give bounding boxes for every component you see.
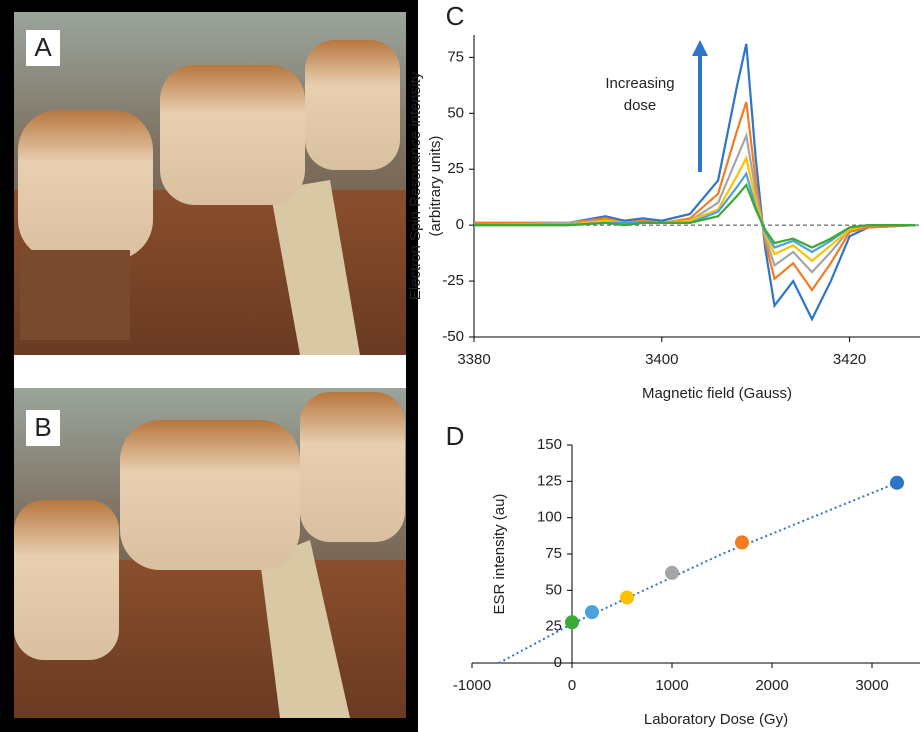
data-point bbox=[620, 590, 634, 605]
panel-label: B bbox=[34, 412, 51, 442]
x-axis-label: Magnetic field (Gauss) bbox=[642, 385, 792, 402]
x-tick-label: 3380 bbox=[457, 351, 490, 368]
dose-arrow-head bbox=[692, 40, 708, 56]
y-tick-label: 125 bbox=[537, 472, 562, 489]
y-tick-label: 150 bbox=[537, 436, 562, 453]
data-point bbox=[890, 475, 904, 490]
x-tick-label: 3400 bbox=[645, 351, 678, 368]
y-tick-label: 0 bbox=[456, 216, 464, 233]
photo-b bbox=[14, 388, 406, 718]
y-tick-label: 50 bbox=[447, 104, 464, 121]
data-point bbox=[665, 565, 679, 580]
y-tick-label: 25 bbox=[545, 618, 562, 635]
series-line bbox=[473, 131, 916, 274]
x-tick-label: 2000 bbox=[755, 677, 788, 694]
panel-label: A bbox=[34, 32, 52, 62]
data-point bbox=[735, 535, 749, 550]
data-point bbox=[565, 615, 579, 630]
y-tick-label: 25 bbox=[447, 160, 464, 177]
panel-label-box bbox=[26, 410, 60, 446]
x-tick-label: 0 bbox=[568, 677, 576, 694]
y-tick-label: -50 bbox=[442, 328, 464, 345]
annotation: dose bbox=[624, 97, 657, 114]
panel-label: D bbox=[446, 421, 465, 451]
y-tick-label: 50 bbox=[545, 581, 562, 598]
series-line bbox=[474, 101, 916, 292]
panel-label: C bbox=[446, 1, 465, 31]
photo-gap bbox=[14, 355, 406, 388]
data-point bbox=[585, 605, 599, 620]
y-axis-label: Electron Spin Resonance intensity bbox=[407, 71, 424, 300]
y-tick-label: 75 bbox=[545, 545, 562, 562]
x-tick-label: 3000 bbox=[855, 677, 888, 694]
y-tick-label: -25 bbox=[442, 272, 464, 289]
annotation: Increasing bbox=[605, 75, 674, 92]
photo-a bbox=[14, 12, 406, 355]
x-tick-label: -1000 bbox=[453, 677, 491, 694]
trend-line bbox=[498, 481, 898, 664]
y-axis-label: ESR intensity (au) bbox=[491, 494, 508, 615]
y-tick-label: 100 bbox=[537, 509, 562, 526]
x-tick-label: 1000 bbox=[655, 677, 688, 694]
series-line bbox=[474, 182, 916, 249]
panel-label-box bbox=[26, 30, 60, 66]
series-line bbox=[474, 171, 916, 254]
y-tick-label: 75 bbox=[447, 48, 464, 65]
y-axis-label: (arbitrary units) bbox=[427, 136, 444, 237]
x-axis-label: Laboratory Dose (Gy) bbox=[644, 711, 788, 728]
series-line bbox=[474, 43, 916, 322]
y-tick-label: 0 bbox=[554, 654, 562, 671]
x-tick-label: 3420 bbox=[833, 351, 866, 368]
